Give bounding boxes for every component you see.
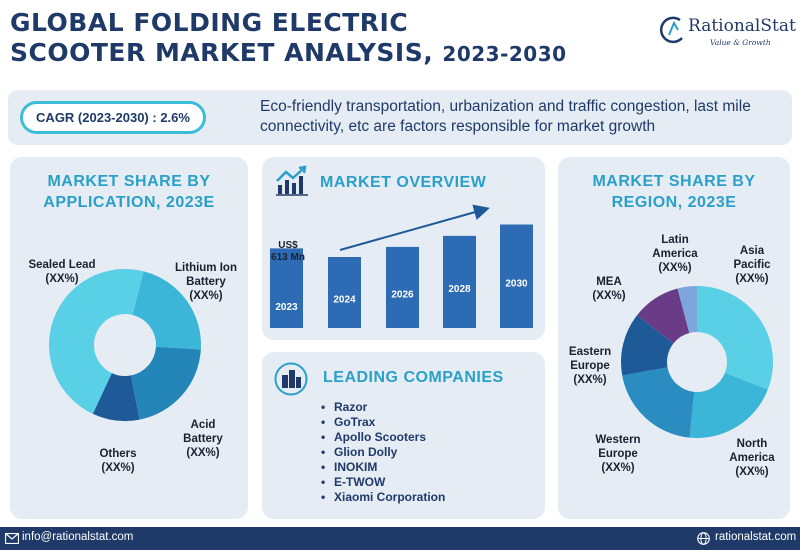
logo-name: RationalStat — [688, 16, 796, 36]
logo-tagline: Value & Growth — [710, 38, 771, 47]
page-title: GLOBAL FOLDING ELECTRIC SCOOTER MARKET A… — [10, 8, 610, 69]
slice-label-latin-america: Latin America (XX%) — [652, 234, 698, 274]
growth-chart-icon — [276, 165, 308, 196]
slice-label-mea: MEA (XX%) — [592, 276, 626, 302]
market-overview-bar-chart: 2023 2024 2026 2028 2030 — [270, 204, 533, 328]
slice-label-north-america: North America (XX%) — [729, 438, 775, 478]
bar-label-2024: 2024 — [333, 295, 356, 306]
company-item: E-TWOW — [320, 475, 445, 490]
bar-label-2030: 2030 — [505, 278, 528, 289]
slice-label-sealed-lead: Sealed Lead (XX%) — [28, 259, 96, 285]
donut-slice-others — [92, 373, 140, 422]
bar-2026 — [386, 246, 419, 328]
website-link[interactable]: rationalstat.com — [715, 531, 797, 543]
bar-value-annotation: US$ 613 Mn — [271, 240, 305, 263]
application-chart-title: MARKET SHARE BY APPLICATION, 2023E — [43, 173, 215, 211]
title-years: 2023-2030 — [442, 42, 567, 66]
cagr-badge: CAGR (2023-2030) : 2.6% — [20, 101, 206, 134]
bar-2023 — [270, 248, 303, 328]
slice-label-western-europe: Western Europe (XX%) — [595, 434, 641, 474]
donut-slice-acid-battery — [130, 346, 201, 420]
donut-slice-sealed-lead — [48, 268, 144, 414]
donut-slice-eastern-europe — [621, 315, 674, 376]
bar-2024 — [328, 257, 361, 328]
slice-label-asia-pacific: Asia Pacific (XX%) — [733, 245, 771, 285]
region-chart-title: MARKET SHARE BY REGION, 2023E — [592, 173, 756, 211]
company-item: Glion Dolly — [320, 445, 445, 460]
title-line-2: SCOOTER MARKET ANALYSIS, 2023-2030 — [10, 38, 610, 69]
company-list: Razor GoTrax Apollo Scooters Glion Dolly… — [320, 400, 445, 505]
slice-label-others: Others (XX%) — [99, 448, 137, 474]
title-line-1: GLOBAL FOLDING ELECTRIC — [10, 8, 409, 37]
bar-label-2028: 2028 — [448, 284, 471, 295]
brand-logo: RationalStat Value & Growth — [658, 12, 798, 52]
donut-slice-lithium-ion-battery — [132, 271, 201, 350]
buildings-icon — [274, 362, 308, 396]
summary-banner: CAGR (2023-2030) : 2.6% Eco-friendly tra… — [8, 90, 792, 145]
donut-slice-mea — [637, 288, 690, 344]
company-item: GoTrax — [320, 415, 445, 430]
donut-slice-north-america — [689, 372, 768, 438]
donut-slice-latin-america — [677, 286, 697, 334]
slice-label-acid-battery: Acid Battery (XX%) — [183, 419, 223, 459]
growth-trend-arrow — [339, 204, 490, 251]
donut-slice-western-europe — [622, 367, 695, 438]
growth-factors-text: Eco-friendly transportation, urbanizatio… — [260, 98, 751, 135]
footer-bar: info@rationalstat.com rationalstat.com — [0, 527, 800, 550]
leading-companies-title: LEADING COMPANIES — [323, 369, 504, 386]
contact-email-link[interactable]: info@rationalstat.com — [22, 531, 134, 543]
slice-label-lithium-ion: Lithium Ion Battery (XX%) — [175, 262, 237, 302]
bar-label-2023: 2023 — [275, 302, 298, 313]
bar-2028 — [443, 235, 476, 328]
donut-slice-asia-pacific — [697, 286, 773, 390]
company-item: Apollo Scooters — [320, 430, 445, 445]
title-line-2-text: SCOOTER MARKET ANALYSIS, — [10, 38, 434, 67]
bar-label-2026: 2026 — [391, 289, 414, 300]
bar-2030 — [500, 224, 533, 328]
market-overview-title: MARKET OVERVIEW — [320, 174, 487, 191]
slice-label-eastern-europe: Eastern Europe (XX%) — [568, 346, 612, 386]
company-item: Xiaomi Corporation — [320, 490, 445, 505]
company-item: Razor — [320, 400, 445, 415]
company-item: INOKIM — [320, 460, 445, 475]
logo-icon — [659, 16, 683, 44]
mail-icon — [5, 533, 19, 544]
globe-icon — [697, 532, 710, 545]
